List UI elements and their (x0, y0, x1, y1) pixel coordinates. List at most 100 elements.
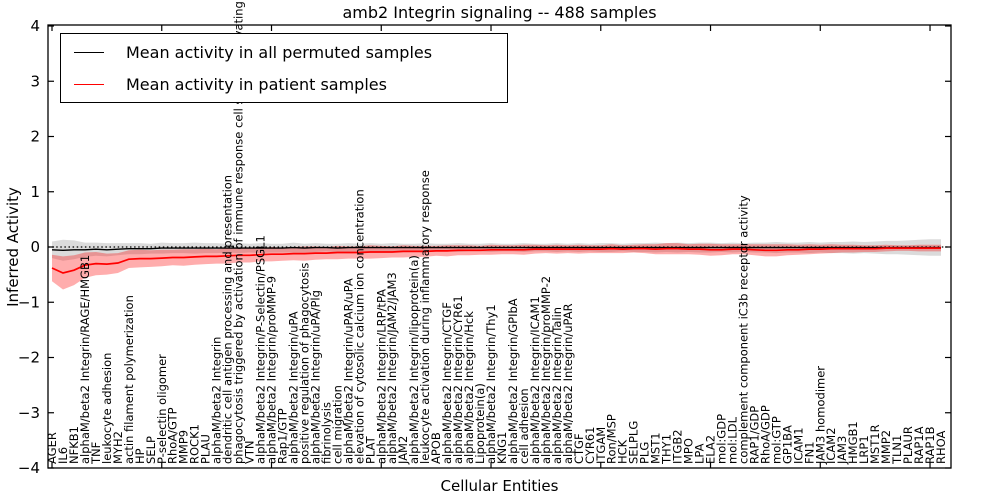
legend-item-permuted: Mean activity in all permuted samples (61, 43, 507, 62)
x-tick-label: alphaM/beta2 Integrin/GPIbA (506, 298, 520, 464)
legend-label-patient: Mean activity in patient samples (126, 74, 387, 94)
x-tick-label: leukocyte activation during inflammatory… (418, 170, 432, 464)
x-tick-label: ICAM2 (824, 427, 838, 464)
x-tick-label: alphaM/beta2 Integrin/uPAR (561, 303, 575, 464)
legend-label-permuted: Mean activity in all permuted samples (126, 42, 433, 62)
x-tick-label: RHOA (934, 431, 948, 464)
x-tick-label: ITGB2 (671, 429, 685, 464)
x-tick-label: MMP2 (879, 430, 893, 464)
x-tick-label: actin filament polymerization (122, 295, 136, 464)
x-tick-label: mol:GDP (715, 414, 729, 464)
x-tick-label: JAM3 homodimer (813, 366, 827, 465)
x-tick-label: alphaM/beta2 Integrin/RAGE/HMGB1 (78, 255, 92, 464)
x-tick-label: CTGF (572, 433, 586, 464)
x-tick-label: GP1BA (780, 425, 794, 464)
x-tick-label: PLAUR (901, 426, 915, 464)
x-tick-label: alphaM/beta2 Integrin/proMMP-2 (539, 276, 553, 464)
x-tick-label: alphaM/beta2 Integrin/Hck (462, 311, 476, 464)
x-tick-label: HP (133, 448, 147, 464)
x-tick-label: alphaM/beta2 Integrin (210, 337, 224, 464)
x-tick-label: FN1 (802, 441, 816, 464)
x-tick-label: mol:GTP (769, 416, 783, 464)
x-axis-label: Cellular Entities (440, 477, 559, 495)
chart-title: amb2 Integrin signaling -- 488 samples (342, 3, 657, 22)
legend-item-patient: Mean activity in patient samples (61, 75, 507, 94)
x-tick-label: HMGB1 (846, 421, 860, 464)
x-tick-label: SELPLG (627, 421, 641, 464)
x-tick-label: LPA (693, 443, 707, 464)
x-tick-label: dendritic cell antigen processing and pr… (221, 175, 235, 464)
x-tick-label: MST1R (868, 424, 882, 464)
x-tick-label: RAP1A (912, 426, 926, 464)
x-tick-label: PLG (638, 442, 652, 464)
y-tick-label: −4 (18, 459, 40, 477)
x-tick-label: alphaM/beta2 Integrin/Talin (550, 307, 564, 464)
x-tick-label: JAM3 (835, 436, 849, 465)
legend: Mean activity in all permuted samples Me… (60, 33, 508, 103)
x-tick-label: alphaM/beta2 Integrin/uPA/Plg (308, 290, 322, 464)
x-tick-label: PLAT (363, 435, 377, 464)
x-tick-label: RhoA/GTP (166, 407, 180, 464)
x-tick-label: fibrinolysis (319, 402, 333, 464)
x-tick-label: alphaM/beta2 Integrin/Thy1 (484, 304, 498, 464)
x-tick-label: MMP9 (177, 430, 191, 464)
x-tick-label: P-selectin oligomer (155, 354, 169, 464)
x-tick-label: alphaM/beta2 Integrin/ICAM1 (528, 296, 542, 464)
y-tick-label: 1 (30, 183, 40, 201)
x-tick-label: PLAU (199, 434, 213, 464)
patient-line-sample (74, 83, 104, 85)
x-tick-label: ICAM1 (791, 427, 805, 464)
x-tick-label: complement component iC3b receptor activ… (736, 195, 750, 464)
y-tick-label: 2 (30, 128, 40, 146)
x-tick-label: Rap1/GTP (276, 408, 290, 464)
x-tick-label: SELP (144, 436, 158, 464)
permuted-mean-line (51, 246, 941, 252)
x-tick-label: alphaM/beta2 Integrin/P-Selectin/PSGL1 (254, 235, 268, 464)
permuted-line-sample (74, 51, 104, 53)
x-tick-label: alphaM/beta2 Integrin/proMMP-9 (265, 276, 279, 464)
x-tick-label: CYR61 (583, 427, 597, 464)
x-tick-label: APOB (429, 432, 443, 464)
x-tick-label: alphaM/beta2 Integrin/lipoprotein(a) (407, 255, 421, 464)
x-tick-label: RAP1/GDP (747, 406, 761, 464)
x-tick-label: alphaM/beta2 Integrin/CTGF (440, 302, 454, 464)
y-tick-label: −3 (18, 404, 40, 422)
y-tick-label: 0 (30, 238, 40, 256)
x-tick-label: LRP1 (857, 435, 871, 464)
x-tick-label: MPO (682, 438, 696, 464)
x-tick-label: ITGAM (594, 427, 608, 464)
x-tick-label: HCK (616, 439, 630, 464)
x-tick-label: cell migration (330, 385, 344, 464)
x-tick-label: alphaM/beta2 Integrin/uPAR/uPA (341, 278, 355, 464)
x-tick-label: NFKB1 (67, 426, 81, 464)
x-tick-label: elevation of cytosolic calcium ion conce… (352, 189, 366, 464)
x-tick-label: alphaM/beta2 Integrin/CYR61 (451, 295, 465, 464)
x-tick-label: Lipoprotein(a) (473, 383, 487, 464)
y-tick-label: −2 (18, 349, 40, 367)
x-tick-label: ROCK1 (188, 424, 202, 464)
x-tick-label: TNF (89, 442, 103, 465)
y-axis-label: Inferred Activity (4, 187, 22, 307)
y-tick-label: 4 (30, 17, 40, 35)
y-tick-label: −1 (18, 293, 40, 311)
x-tick-label: alphaM/beta2 Integrin/uPA (287, 311, 301, 464)
x-tick-label: positive regulation of phagocytosis (297, 263, 311, 464)
x-tick-label: alphaM/beta2 Integrin/JAM2/JAM3 (385, 272, 399, 464)
x-tick-label: RAP1B (923, 426, 937, 464)
patient-mean-line (51, 247, 941, 274)
x-tick-label: KNG1 (495, 432, 509, 464)
x-tick-label: leukocyte adhesion (100, 353, 114, 464)
x-tick-label: phagocytosis triggered by activation of … (232, 0, 246, 464)
y-tick-label: 3 (30, 72, 40, 90)
x-tick-label: alphaM/beta2 Integrin/LRP/tPA (374, 289, 388, 464)
x-tick-label: IL6 (56, 447, 70, 464)
x-tick-label: MST1 (649, 432, 663, 464)
x-tick-label: mol:LDL (726, 416, 740, 464)
x-tick-label: cell adhesion (517, 388, 531, 464)
x-tick-label: RhoA/GDP (758, 405, 772, 464)
x-tick-label: TLN1 (890, 435, 904, 465)
x-tick-label: MYH2 (111, 431, 125, 464)
x-tick-label: ELA2 (704, 435, 718, 464)
